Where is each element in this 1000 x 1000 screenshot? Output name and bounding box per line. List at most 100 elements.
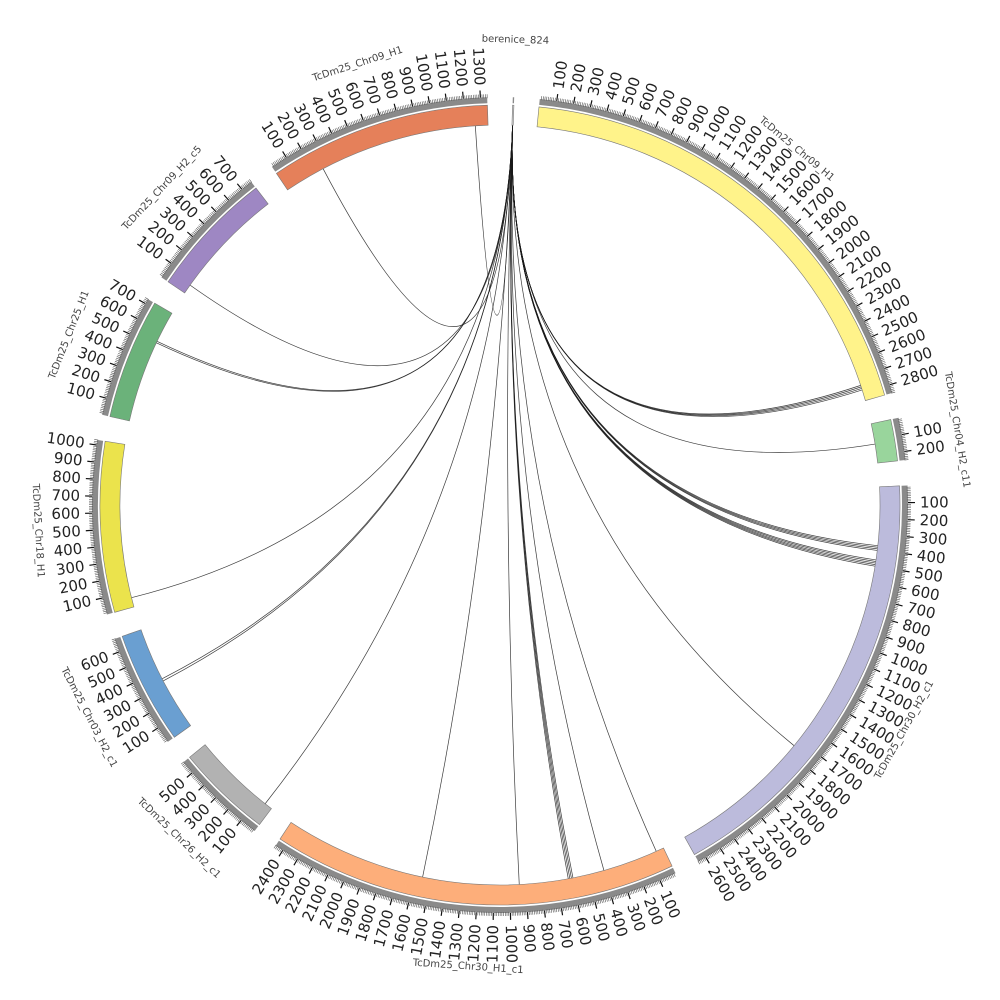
minor-tick (134, 691, 139, 694)
minor-tick (872, 338, 876, 341)
minor-tick (903, 558, 908, 560)
major-tick (462, 91, 464, 99)
minor-tick (895, 600, 900, 602)
minor-tick (853, 706, 858, 709)
minor-tick (889, 385, 894, 387)
minor-tick (287, 152, 290, 157)
minor-tick (818, 248, 822, 252)
minor-tick (635, 117, 638, 122)
minor-tick (777, 802, 781, 806)
minor-tick (384, 895, 386, 900)
minor-tick (876, 658, 881, 661)
minor-tick (430, 99, 432, 104)
minor-tick (901, 440, 907, 442)
minor-tick (792, 219, 796, 223)
segment-chr09h1b (536, 106, 885, 401)
minor-tick (836, 273, 841, 277)
minor-tick (104, 393, 109, 396)
minor-tick (712, 154, 716, 159)
minor-tick (638, 887, 641, 892)
minor-tick (643, 120, 646, 125)
minor-tick (629, 115, 632, 120)
minor-tick (881, 362, 886, 365)
minor-tick (289, 854, 293, 859)
minor-tick (443, 908, 445, 913)
minor-tick (238, 187, 242, 192)
minor-tick (249, 827, 253, 832)
minor-tick (843, 285, 848, 288)
minor-tick (127, 676, 132, 679)
minor-tick (309, 140, 313, 145)
minor-tick (856, 700, 861, 703)
minor-tick (768, 810, 772, 814)
minor-tick (207, 215, 212, 219)
minor-tick (93, 562, 98, 564)
minor-tick (353, 120, 356, 125)
minor-tick (139, 306, 144, 309)
minor-tick (764, 193, 769, 197)
minor-tick (419, 904, 421, 909)
minor-tick (768, 196, 772, 200)
minor-tick (730, 839, 734, 844)
minor-tick (803, 775, 808, 779)
minor-tick (860, 313, 864, 316)
minor-tick (94, 568, 99, 571)
minor-tick (288, 152, 292, 156)
minor-tick (396, 107, 399, 112)
minor-tick (319, 135, 322, 140)
minor-tick (183, 242, 187, 246)
minor-tick (393, 107, 395, 112)
minor-tick (101, 405, 106, 407)
minor-tick (824, 750, 828, 754)
minor-tick (646, 121, 649, 126)
minor-tick (333, 129, 336, 134)
minor-tick (133, 690, 138, 693)
minor-tick (833, 269, 838, 273)
minor-tick (229, 195, 233, 199)
major-tick (440, 908, 443, 916)
minor-tick (113, 643, 118, 646)
minor-tick (830, 265, 835, 269)
minor-tick (187, 769, 191, 773)
minor-tick (322, 134, 325, 139)
minor-tick (97, 587, 102, 589)
major-tick (577, 905, 581, 913)
minor-tick (880, 359, 885, 362)
minor-tick (128, 679, 133, 682)
minor-tick (883, 641, 888, 644)
minor-tick (772, 199, 776, 204)
minor-tick (217, 205, 221, 210)
minor-tick (715, 850, 718, 854)
minor-tick (136, 694, 141, 698)
minor-tick (736, 170, 740, 175)
minor-tick (426, 100, 429, 105)
minor-tick (672, 132, 675, 137)
minor-tick (687, 140, 690, 144)
major-tick (223, 194, 230, 201)
minor-tick (552, 97, 555, 102)
minor-tick (839, 278, 843, 281)
minor-tick (899, 425, 904, 427)
major-tick (879, 652, 887, 657)
minor-tick (296, 147, 299, 152)
segment-chr09h1a (275, 104, 489, 191)
minor-tick (839, 729, 843, 733)
tick-label: 1200 (464, 924, 484, 963)
major-tick (87, 546, 95, 549)
scale-band-chr26 (183, 758, 259, 831)
minor-tick (873, 665, 878, 668)
minor-tick (118, 655, 123, 658)
minor-tick (366, 889, 369, 894)
minor-tick (864, 322, 869, 326)
minor-tick (222, 201, 226, 205)
segment-chr26 (189, 744, 272, 826)
minor-tick (901, 438, 906, 441)
link-25 (161, 125, 513, 680)
minor-tick (890, 388, 895, 391)
scale-band-berenice (512, 97, 515, 104)
minor-tick (334, 877, 337, 882)
minor-tick (416, 903, 418, 908)
minor-tick (294, 857, 297, 862)
minor-tick (762, 190, 766, 195)
minor-tick (278, 847, 281, 852)
